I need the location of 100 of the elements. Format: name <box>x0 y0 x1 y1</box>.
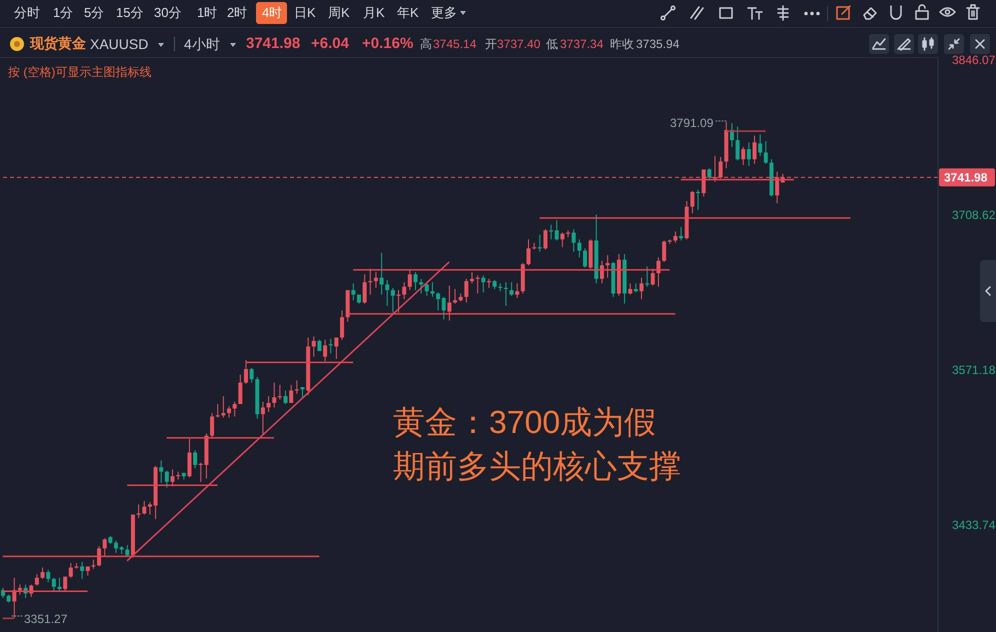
candlestick <box>526 238 531 266</box>
candlestick <box>543 228 548 250</box>
chart-title: 现货黄金 <box>30 35 86 53</box>
text: 3735.94 <box>636 37 680 52</box>
candlestick <box>80 561 84 580</box>
candlestick <box>125 544 130 557</box>
text: 3741.98 <box>246 35 300 53</box>
candlestick <box>419 278 424 294</box>
candlestick <box>408 269 412 291</box>
candlestick <box>193 450 198 469</box>
candlestick <box>221 396 226 418</box>
candlestick <box>46 569 50 583</box>
text: +0.16% <box>362 35 414 53</box>
candlestick <box>673 230 678 244</box>
text: 3745.14 <box>433 37 476 52</box>
candlestick <box>650 268 655 286</box>
candlestick <box>289 384 294 404</box>
candlestick <box>356 294 361 304</box>
text: 3737.40 <box>497 37 540 52</box>
candlestick <box>758 134 762 156</box>
candlestick <box>481 274 486 293</box>
y-tick-label: 3846.07 <box>952 52 996 67</box>
candlestick <box>560 232 564 248</box>
candlestick <box>238 374 242 405</box>
candlestick <box>351 282 356 301</box>
text: 开 <box>485 37 497 52</box>
candlestick <box>34 574 39 586</box>
candlestick <box>640 277 644 300</box>
candlestick <box>413 272 418 291</box>
candlestick <box>284 390 288 405</box>
annotation: 3351.27 <box>24 612 68 626</box>
candlestick <box>374 272 378 288</box>
candlestick <box>572 228 576 252</box>
annotation: 3791.09 <box>670 116 714 130</box>
text: 昨收 <box>610 37 634 52</box>
text: 年K <box>397 5 419 21</box>
text: 分时 <box>14 5 40 21</box>
candlestick <box>577 238 582 258</box>
candlestick <box>707 168 712 180</box>
candlestick <box>476 274 480 294</box>
candlestick <box>764 140 768 164</box>
candlestick <box>390 287 395 314</box>
candlestick <box>187 438 192 478</box>
chart-subtitle: XAUUSD <box>90 36 148 52</box>
text: 1分 <box>53 5 74 21</box>
candlestick <box>210 412 214 438</box>
candlestick <box>385 279 390 306</box>
text: 高 <box>420 37 432 52</box>
text: 低 <box>546 37 558 52</box>
candlestick <box>447 285 452 322</box>
text: 日K <box>294 5 316 21</box>
candlestick <box>266 396 271 412</box>
candlestick <box>628 282 632 296</box>
candlestick <box>170 468 175 487</box>
text: 4小时 <box>184 36 220 53</box>
candlestick <box>396 290 401 314</box>
candlestick <box>554 220 559 241</box>
candlestick <box>362 274 367 304</box>
candlestick <box>260 401 265 435</box>
text: 月K <box>363 5 385 21</box>
candlestick <box>232 401 237 417</box>
candlestick <box>250 367 254 384</box>
candlestick <box>68 562 73 578</box>
candlestick <box>40 567 45 580</box>
candlestick <box>1 587 5 599</box>
candlestick <box>278 384 282 400</box>
text: +6.04 <box>311 35 349 53</box>
y-tick-label: 3708.62 <box>952 208 996 222</box>
candlestick <box>244 360 248 384</box>
ref-line-label: 3741.98 <box>944 170 988 184</box>
candlestick <box>492 279 497 290</box>
y-tick-label: 3571.18 <box>952 363 996 378</box>
text: 30分 <box>154 5 182 21</box>
candlestick <box>380 252 384 296</box>
candlestick <box>752 135 757 164</box>
candlestick <box>312 336 316 358</box>
candlestick <box>300 386 304 399</box>
candlestick <box>142 500 146 516</box>
candlestick <box>97 546 102 567</box>
candlestick <box>606 254 610 278</box>
candlestick <box>690 190 694 214</box>
candlestick <box>272 382 276 408</box>
text: 5分 <box>84 5 104 21</box>
candlestick <box>510 282 514 296</box>
candlestick <box>102 538 107 557</box>
annotation: 按 (空格)可显示主图指标线 <box>8 65 152 80</box>
candlestick <box>634 282 638 293</box>
text: 4时 <box>262 5 282 21</box>
candlestick <box>424 282 429 296</box>
candlestick <box>662 240 666 262</box>
candlestick <box>583 248 588 268</box>
candlestick <box>741 146 746 166</box>
y-tick-label: 3433.74 <box>952 518 996 532</box>
candlestick <box>63 576 68 592</box>
candlestick <box>340 310 344 340</box>
candlestick <box>334 337 338 360</box>
text: 更多 <box>431 5 457 21</box>
annotation: 黄金：3700成为假期前多头的核心支撑 <box>393 403 682 486</box>
text: 周K <box>328 5 350 21</box>
candlestick <box>402 282 406 300</box>
